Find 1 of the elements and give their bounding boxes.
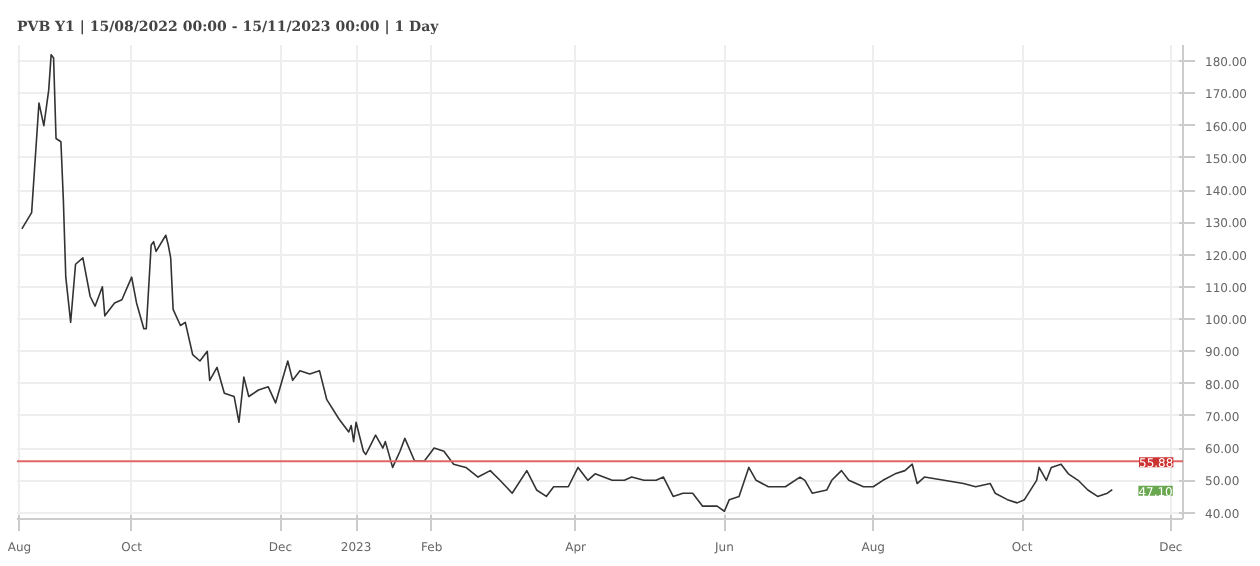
line-series	[21, 53, 1114, 513]
